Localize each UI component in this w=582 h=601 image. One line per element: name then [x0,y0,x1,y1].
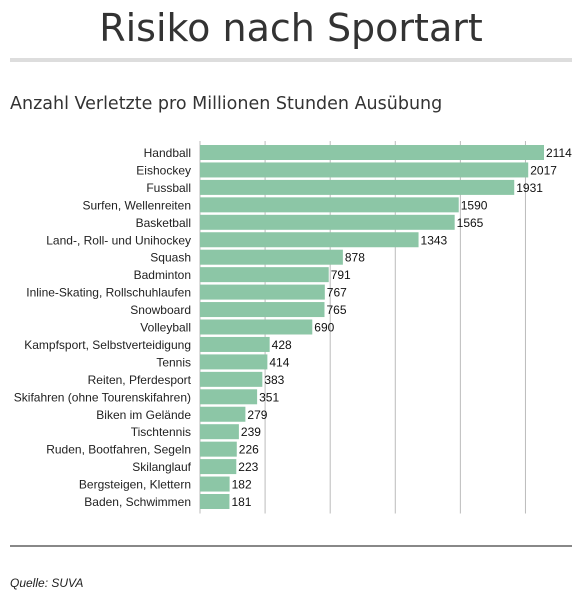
category-label: Basketball [136,216,191,230]
data-label: 383 [264,373,284,387]
category-label: Land-, Roll- und Unihockey [46,233,191,247]
category-label: Tennis [156,355,191,369]
data-label: 223 [238,460,258,474]
category-label: Inline-Skating, Rollschuhlaufen [26,286,191,300]
data-label: 2114 [546,146,572,160]
bar [200,406,246,422]
footer-divider [10,545,572,547]
data-label: 690 [314,321,334,335]
category-label: Surfen, Wellenreiten [82,198,191,212]
bar [200,162,529,178]
bar [200,284,325,300]
category-label: Badminton [134,268,191,282]
data-label: 351 [259,390,279,404]
data-label: 1343 [421,233,448,247]
bar [200,319,313,335]
category-label: Skilanglauf [132,460,191,474]
bar [200,354,268,370]
data-label: 1590 [461,198,488,212]
bar [200,459,237,475]
bar [200,494,230,509]
data-label: 2017 [530,163,557,177]
bar [200,441,237,457]
data-label: 1565 [457,216,484,230]
category-label: Baden, Schwimmen [84,495,191,509]
category-label: Tischtennis [131,425,191,439]
category-label: Squash [150,251,191,265]
data-label: 239 [241,425,261,439]
bar [200,145,545,160]
bar [200,179,515,195]
bar [200,232,419,248]
bar [200,197,459,213]
category-label: Reiten, Pferdesport [88,373,192,387]
bar [200,424,239,440]
category-label: Ruden, Bootfahren, Segeln [46,443,191,457]
bar [200,302,325,318]
data-label: 428 [272,338,292,352]
data-label: 1931 [516,181,543,195]
category-label: Eishockey [136,163,191,177]
bar [200,389,258,405]
data-label: 878 [345,251,365,265]
page-title: Risiko nach Sportart [99,6,483,50]
data-label: 182 [232,478,252,492]
category-label: Bergsteigen, Klettern [79,478,191,492]
chart-subtitle: Anzahl Verletzte pro Millionen Stunden A… [10,94,443,114]
label-layer: Handball 2114 Eishockey 2017 Fussball 1931 Sur… [14,146,572,509]
data-label: 767 [327,286,347,300]
category-label: Volleyball [140,321,191,335]
category-label: Skifahren (ohne Tourenskifahren) [14,390,191,404]
data-label: 226 [239,443,259,457]
category-label: Kampfsport, Selbstverteidigung [24,338,191,352]
data-label: 791 [331,268,351,282]
bar-chart: Handball 2114 Eishockey 2017 Fussball 1931 Sur… [14,141,572,514]
title-divider [10,58,572,62]
bar [200,214,455,230]
data-label: 414 [269,355,289,369]
bar [200,336,270,352]
data-label: 765 [326,303,346,317]
bar [200,267,329,283]
bar-layer [200,145,545,509]
bar [200,371,263,387]
category-label: Biken im Gelände [96,408,191,422]
category-label: Snowboard [130,303,191,317]
bar [200,476,230,492]
data-label: 181 [231,495,251,509]
category-label: Fussball [146,181,191,195]
category-label: Handball [144,146,191,160]
bar [200,249,343,265]
source-note: Quelle: SUVA [10,576,84,590]
data-label: 279 [247,408,267,422]
